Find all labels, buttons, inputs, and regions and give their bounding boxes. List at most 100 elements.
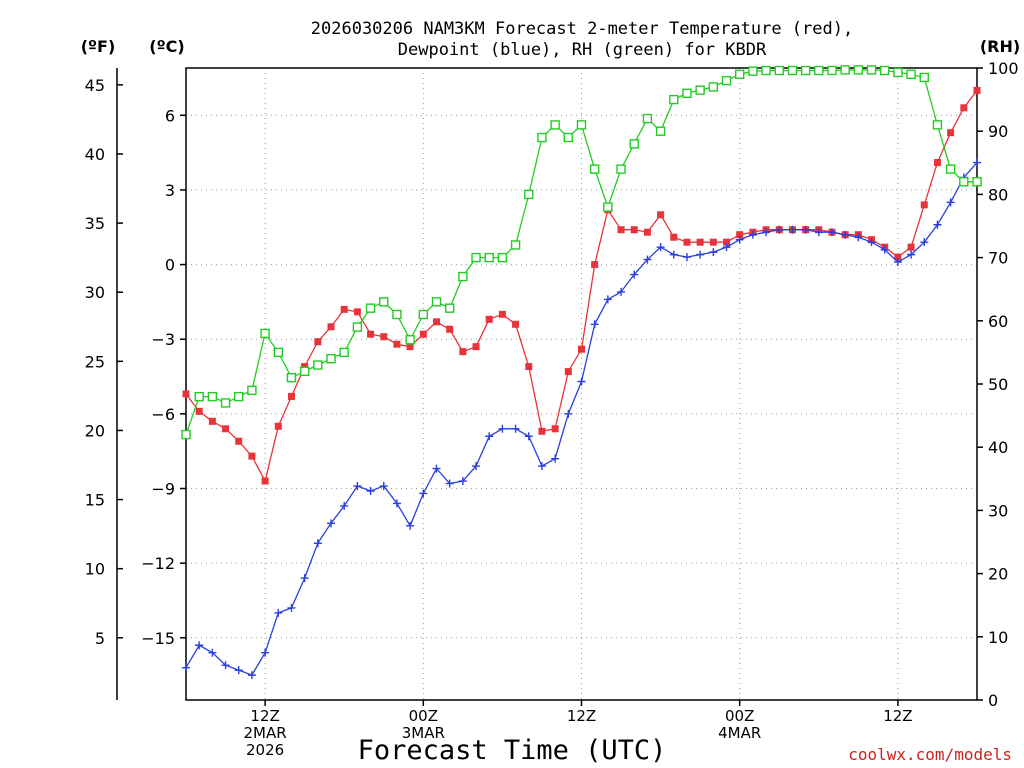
temperature-point xyxy=(367,330,375,338)
time-tick-label: 2MAR xyxy=(244,724,287,742)
rh-point xyxy=(932,120,943,130)
rh-tick-label: 80 xyxy=(988,185,1008,204)
dewpoint-point xyxy=(603,295,612,304)
temperature-point xyxy=(736,231,744,239)
rh-point xyxy=(444,303,455,313)
temperature-point xyxy=(920,201,928,209)
dewpoint-point xyxy=(748,230,757,239)
rh-point xyxy=(708,82,719,92)
rh-point xyxy=(827,65,837,76)
time-tick-label: 12Z xyxy=(883,707,912,725)
dewpoint-point xyxy=(827,228,836,237)
rh-point xyxy=(761,65,771,76)
chart-title-line-2: Dewpoint (blue), RH (green) for KBDR xyxy=(398,40,767,60)
celsius-tick-label: −12 xyxy=(141,554,175,573)
rh-point xyxy=(537,132,547,143)
temperature-point xyxy=(907,243,915,251)
rh-point xyxy=(616,164,626,174)
rh-point xyxy=(589,164,600,174)
time-tick-label: 2026 xyxy=(246,741,284,759)
x-axis-title: Forecast Time (UTC) xyxy=(358,735,667,766)
temperature-point xyxy=(551,425,559,433)
rh-point xyxy=(405,335,415,345)
temperature-point xyxy=(195,407,203,415)
dewpoint-point xyxy=(920,238,929,247)
rh-tick-label: 40 xyxy=(988,438,1008,457)
temperature-point xyxy=(723,238,731,246)
celsius-tick-label: −15 xyxy=(141,629,175,648)
rh-series xyxy=(181,65,982,440)
rh-point xyxy=(352,322,363,332)
dewpoint-point xyxy=(221,661,230,670)
rh-point xyxy=(273,347,283,358)
time-tick-label: 00Z xyxy=(725,707,754,725)
fahrenheit-tick-label: 30 xyxy=(85,283,105,302)
rh-point xyxy=(655,126,666,136)
rh-point xyxy=(484,252,494,263)
celsius-tick-label: −9 xyxy=(151,480,175,499)
rh-point xyxy=(919,72,929,83)
rh-point xyxy=(972,177,982,187)
dewpoint-point xyxy=(353,482,362,491)
dewpoint-point xyxy=(524,432,533,441)
rh-point xyxy=(642,113,653,124)
temperature-point xyxy=(498,310,506,318)
dewpoint-point xyxy=(643,255,652,264)
dewpoint-point xyxy=(801,225,810,234)
temperature-point xyxy=(591,261,599,269)
dewpoint-point xyxy=(366,486,375,495)
fahrenheit-tick-label: 15 xyxy=(85,491,105,510)
rh-point xyxy=(510,240,521,250)
rh-point xyxy=(260,328,270,339)
rh-point xyxy=(524,189,534,200)
rh-point xyxy=(669,94,679,105)
rh-point xyxy=(220,398,231,408)
rh-point xyxy=(458,271,468,282)
celsius-tick-label: −3 xyxy=(151,330,175,349)
temperature-point xyxy=(393,340,401,348)
dewpoint-point xyxy=(867,238,876,247)
rh-point xyxy=(853,65,864,75)
dewpoint-point xyxy=(419,489,428,498)
rh-point xyxy=(906,69,916,80)
plot-frame xyxy=(185,67,978,701)
dewpoint-point xyxy=(406,521,415,530)
dewpoint-point xyxy=(182,663,190,672)
temperature-point xyxy=(947,129,955,137)
temperature-point xyxy=(287,392,295,400)
celsius-tick-label: −6 xyxy=(151,405,175,424)
rh-point xyxy=(629,139,639,149)
rh-point xyxy=(299,366,310,377)
rh-tick-label: 30 xyxy=(988,501,1008,520)
dewpoint-point xyxy=(762,228,771,237)
dewpoint-point xyxy=(300,574,309,583)
temperature-point xyxy=(538,427,546,435)
dewpoint-point xyxy=(498,424,507,433)
temperature-point xyxy=(630,226,638,234)
temperature-point xyxy=(274,422,282,430)
dewpoint-point xyxy=(445,479,454,488)
rh-tick-label: 70 xyxy=(988,249,1008,268)
temperature-point xyxy=(670,233,678,241)
dewpoint-point xyxy=(392,499,401,508)
rh-point xyxy=(471,252,481,263)
temperature-point xyxy=(446,325,454,333)
dewpoint-point xyxy=(234,666,243,675)
rh-point xyxy=(603,202,613,212)
temperature-point xyxy=(696,238,704,246)
temperature-point xyxy=(709,238,717,246)
rh-point xyxy=(339,347,349,358)
rh-point xyxy=(893,67,903,78)
temperature-point xyxy=(894,253,902,261)
dewpoint-point xyxy=(946,198,955,207)
temperature-point xyxy=(235,437,243,445)
rh-point xyxy=(234,391,244,402)
rh-point xyxy=(866,65,877,75)
dewpoint-point xyxy=(617,287,626,296)
dewpoint-point xyxy=(669,250,678,259)
rh-point xyxy=(379,297,389,307)
temperature-point xyxy=(643,228,651,236)
temperature-point xyxy=(314,338,322,346)
